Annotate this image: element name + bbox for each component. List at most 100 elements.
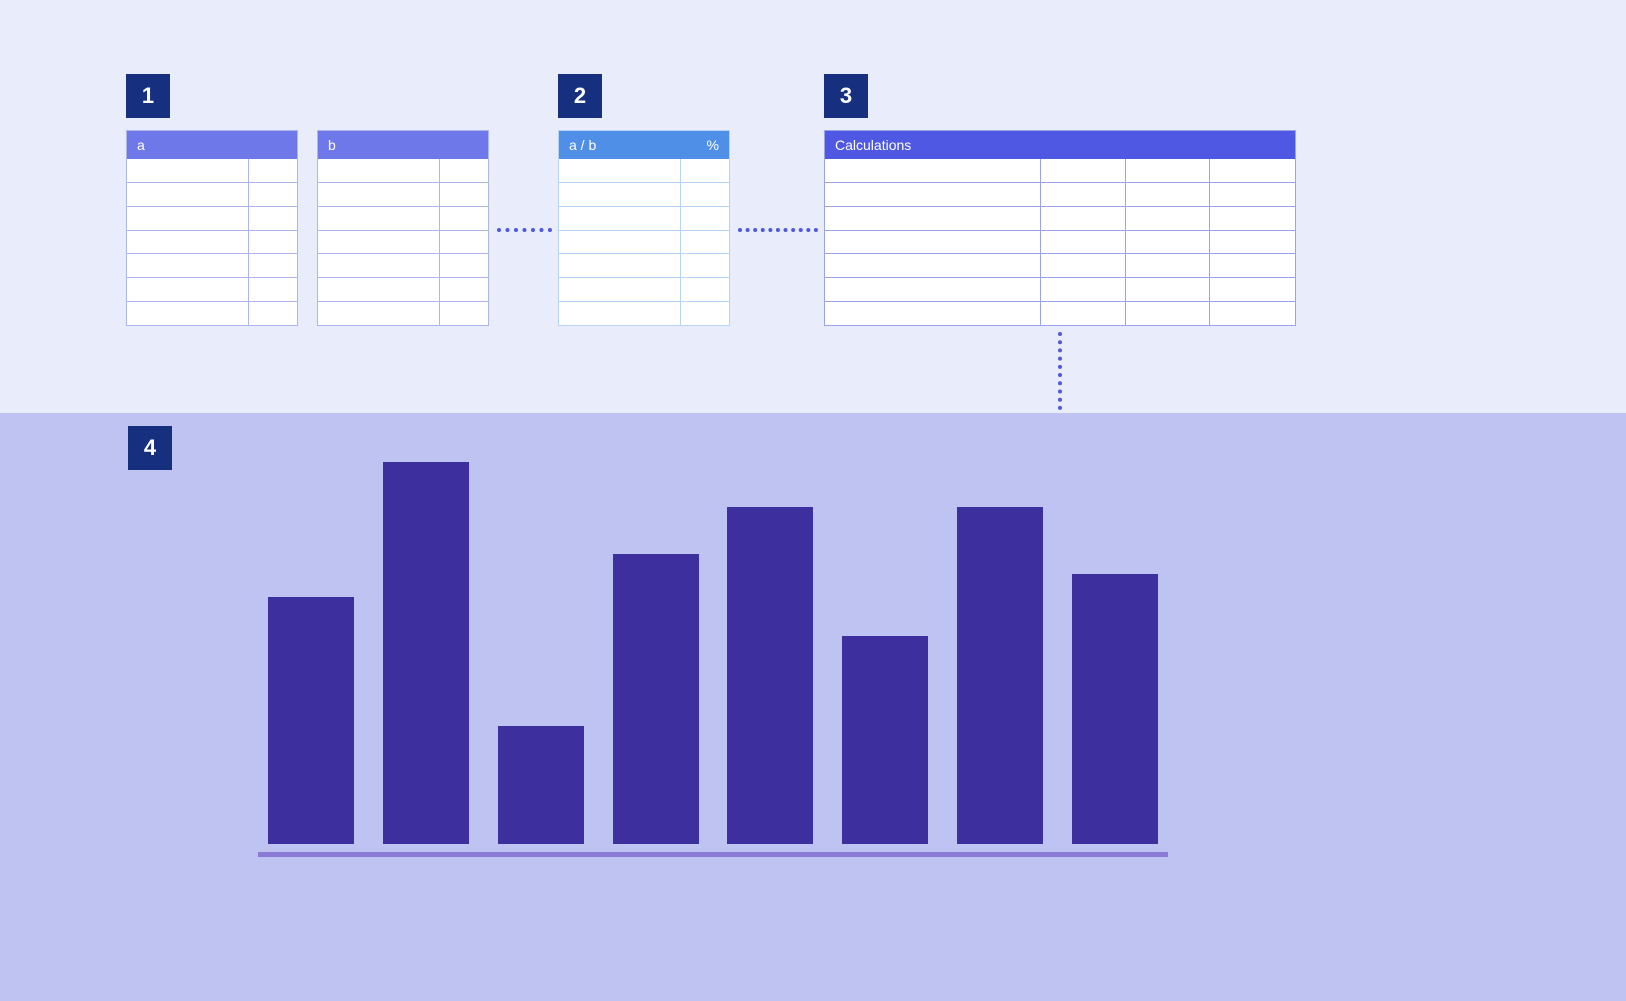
step-badge-1-label: 1 xyxy=(142,83,154,109)
table-cell xyxy=(1041,159,1126,182)
table-cell xyxy=(249,231,297,254)
table-b-body xyxy=(318,159,488,325)
table-cell xyxy=(1210,302,1295,325)
table-row xyxy=(318,159,488,182)
step-badge-3-label: 3 xyxy=(840,83,852,109)
table-row xyxy=(318,277,488,301)
table-cell xyxy=(1126,278,1211,301)
table-cell xyxy=(127,254,249,277)
table-row xyxy=(825,301,1295,325)
table-a-header: a xyxy=(127,131,297,159)
table-row xyxy=(559,206,729,230)
table-b: b xyxy=(317,130,489,326)
table-cell xyxy=(559,278,681,301)
table-cell xyxy=(1210,207,1295,230)
table-row xyxy=(559,182,729,206)
table-cell xyxy=(1041,278,1126,301)
table-cell xyxy=(681,207,729,230)
bar-chart xyxy=(268,462,1158,864)
table-b-header-left: b xyxy=(328,137,336,153)
table-row xyxy=(318,301,488,325)
table-cell xyxy=(1210,159,1295,182)
table-cell xyxy=(249,254,297,277)
table-cell xyxy=(440,207,488,230)
table-cell xyxy=(1210,254,1295,277)
table-cell xyxy=(440,302,488,325)
table-cell xyxy=(559,159,681,182)
table-cell xyxy=(825,302,1041,325)
table-cell xyxy=(681,159,729,182)
table-cell xyxy=(318,254,440,277)
diagram-canvas: 1 2 3 4 a b a / b % Calculations xyxy=(0,0,1626,1001)
table-cell xyxy=(559,254,681,277)
table-row xyxy=(127,277,297,301)
table-row xyxy=(825,253,1295,277)
table-row xyxy=(825,206,1295,230)
step-badge-3: 3 xyxy=(824,74,868,118)
bar-chart-bars xyxy=(268,462,1158,844)
step-badge-4-label: 4 xyxy=(144,435,156,461)
table-cell xyxy=(127,278,249,301)
table-ratio-header-left: a / b xyxy=(569,137,596,153)
table-row xyxy=(559,230,729,254)
step-badge-2: 2 xyxy=(558,74,602,118)
table-cell xyxy=(127,207,249,230)
table-cell xyxy=(1210,278,1295,301)
table-row xyxy=(127,301,297,325)
table-cell xyxy=(1041,207,1126,230)
table-cell xyxy=(318,231,440,254)
table-cell xyxy=(249,302,297,325)
table-cell xyxy=(559,183,681,206)
bar-3 xyxy=(498,726,584,844)
table-cell xyxy=(1041,254,1126,277)
table-row xyxy=(825,230,1295,254)
connector-step2-to-step3 xyxy=(738,228,818,232)
table-cell xyxy=(1126,159,1211,182)
table-cell xyxy=(681,231,729,254)
table-cell xyxy=(1210,183,1295,206)
connector-step3-to-step4 xyxy=(1058,332,1062,410)
table-cell xyxy=(440,231,488,254)
table-cell xyxy=(318,302,440,325)
table-row xyxy=(127,159,297,182)
table-cell xyxy=(681,254,729,277)
table-cell xyxy=(1126,302,1211,325)
table-cell xyxy=(127,183,249,206)
table-ratio-header: a / b % xyxy=(559,131,729,159)
table-cell xyxy=(1210,231,1295,254)
bar-8 xyxy=(1072,574,1158,844)
table-cell xyxy=(825,183,1041,206)
table-cell xyxy=(1041,302,1126,325)
table-cell xyxy=(318,278,440,301)
table-calculations-header: Calculations xyxy=(825,131,1295,159)
table-calculations: Calculations xyxy=(824,130,1296,326)
bar-6 xyxy=(842,636,928,844)
table-cell xyxy=(1041,231,1126,254)
table-cell xyxy=(825,278,1041,301)
table-row xyxy=(825,182,1295,206)
table-row xyxy=(318,206,488,230)
table-cell xyxy=(1126,231,1211,254)
table-cell xyxy=(1041,183,1126,206)
table-cell xyxy=(825,231,1041,254)
table-cell xyxy=(825,159,1041,182)
step-badge-1: 1 xyxy=(126,74,170,118)
connector-step1-to-step2 xyxy=(497,228,552,232)
bar-1 xyxy=(268,597,354,844)
table-row xyxy=(318,253,488,277)
step-badge-2-label: 2 xyxy=(574,83,586,109)
table-cell xyxy=(127,302,249,325)
table-cell xyxy=(681,183,729,206)
table-row xyxy=(127,253,297,277)
table-cell xyxy=(1126,207,1211,230)
table-cell xyxy=(127,231,249,254)
table-cell xyxy=(249,278,297,301)
table-cell xyxy=(559,207,681,230)
table-row xyxy=(825,159,1295,182)
table-cell xyxy=(825,207,1041,230)
table-calculations-body xyxy=(825,159,1295,325)
table-cell xyxy=(318,207,440,230)
table-cell xyxy=(559,302,681,325)
table-row xyxy=(559,159,729,182)
table-row xyxy=(559,277,729,301)
